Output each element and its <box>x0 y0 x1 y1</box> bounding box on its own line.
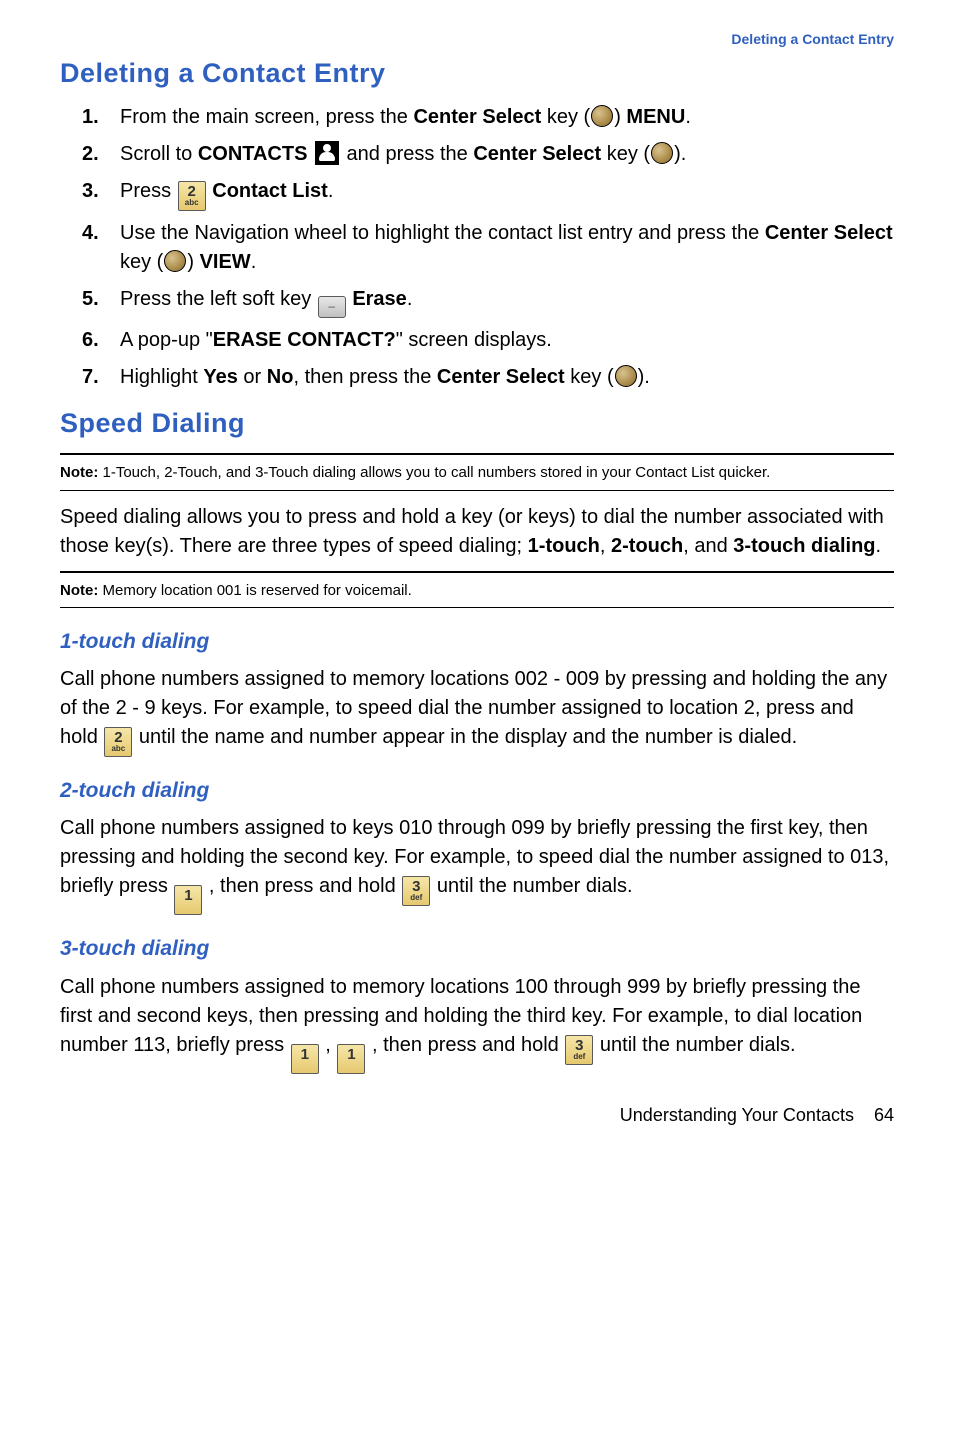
heading-speed-dialing: Speed Dialing <box>60 406 894 441</box>
center-select-icon <box>651 142 673 164</box>
key-1-icon: 1 <box>174 885 202 915</box>
divider <box>60 490 894 491</box>
divider <box>60 607 894 608</box>
text-1touch: Call phone numbers assigned to memory lo… <box>60 665 894 757</box>
header-breadcrumb: Deleting a Contact Entry <box>60 30 894 48</box>
text-2touch: Call phone numbers assigned to keys 010 … <box>60 814 894 915</box>
divider <box>60 571 894 573</box>
step-6: 6.A pop-up "ERASE CONTACT?" screen displ… <box>120 326 894 355</box>
page-footer: Understanding Your Contacts64 <box>60 1104 894 1127</box>
contacts-icon <box>315 141 339 165</box>
key-2-icon: 2abc <box>178 181 206 211</box>
step-3: 3.Press 2abc Contact List. <box>120 177 894 211</box>
key-2-icon: 2abc <box>104 727 132 757</box>
speed-intro: Speed dialing allows you to press and ho… <box>60 503 894 561</box>
text-3touch: Call phone numbers assigned to memory lo… <box>60 973 894 1074</box>
subheading-1touch: 1-touch dialing <box>60 628 894 655</box>
heading-deleting-contact: Deleting a Contact Entry <box>60 56 894 91</box>
divider <box>60 453 894 455</box>
subheading-3touch: 3-touch dialing <box>60 935 894 962</box>
step-1: 1.From the main screen, press the Center… <box>120 103 894 132</box>
note-2: Note: Memory location 001 is reserved fo… <box>60 581 894 601</box>
step-4: 4.Use the Navigation wheel to highlight … <box>120 219 894 277</box>
step-2: 2.Scroll to CONTACTS and press the Cente… <box>120 140 894 169</box>
key-3-icon: 3def <box>565 1035 593 1065</box>
subheading-2touch: 2-touch dialing <box>60 777 894 804</box>
delete-steps-list: 1.From the main screen, press the Center… <box>60 103 894 392</box>
step-7: 7.Highlight Yes or No, then press the Ce… <box>120 363 894 392</box>
left-softkey-icon: – <box>318 296 346 318</box>
note-1: Note: 1-Touch, 2-Touch, and 3-Touch dial… <box>60 463 894 483</box>
step-5: 5.Press the left soft key – Erase. <box>120 285 894 318</box>
key-1-icon: 1 <box>291 1044 319 1074</box>
center-select-icon <box>615 365 637 387</box>
key-1-icon: 1 <box>337 1044 365 1074</box>
key-3-icon: 3def <box>402 876 430 906</box>
center-select-icon <box>591 105 613 127</box>
center-select-icon <box>164 250 186 272</box>
